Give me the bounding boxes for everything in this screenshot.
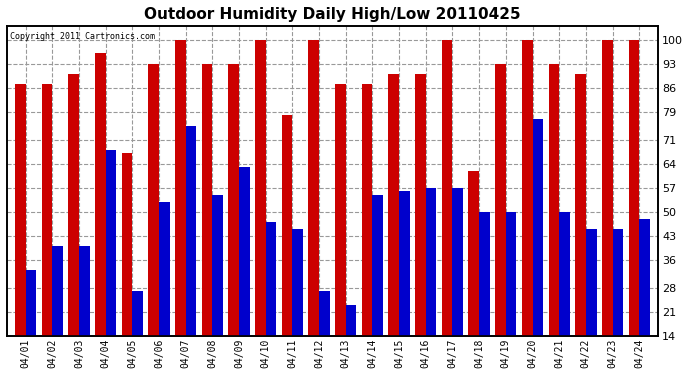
Bar [79,246,90,375]
Bar [41,84,52,375]
Text: Copyright 2011 Cartronics.com: Copyright 2011 Cartronics.com [10,32,155,41]
Bar [559,212,570,375]
Bar [442,40,453,375]
Bar [282,116,293,375]
Bar [293,229,303,375]
Bar [522,40,533,375]
Bar [629,40,639,375]
Bar [159,202,170,375]
Bar [213,195,223,375]
Bar [426,188,437,375]
Bar [201,64,213,375]
Bar [335,84,346,375]
Title: Outdoor Humidity Daily High/Low 20110425: Outdoor Humidity Daily High/Low 20110425 [144,7,521,22]
Bar [506,212,517,375]
Bar [68,74,79,375]
Bar [15,84,26,375]
Bar [362,84,373,375]
Bar [602,40,613,375]
Bar [388,74,399,375]
Bar [319,291,330,375]
Bar [586,229,597,375]
Bar [26,270,37,375]
Bar [121,153,132,375]
Bar [132,291,143,375]
Bar [373,195,383,375]
Bar [533,119,543,375]
Bar [239,167,250,375]
Bar [255,40,266,375]
Bar [479,212,490,375]
Bar [52,246,63,375]
Bar [228,64,239,375]
Bar [106,150,117,375]
Bar [95,54,106,375]
Bar [495,64,506,375]
Bar [639,219,650,375]
Bar [575,74,586,375]
Bar [346,305,357,375]
Bar [186,126,197,375]
Bar [415,74,426,375]
Bar [453,188,463,375]
Bar [399,191,410,375]
Bar [266,222,277,375]
Bar [148,64,159,375]
Bar [613,229,623,375]
Bar [469,171,479,375]
Bar [175,40,186,375]
Bar [549,64,559,375]
Bar [308,40,319,375]
